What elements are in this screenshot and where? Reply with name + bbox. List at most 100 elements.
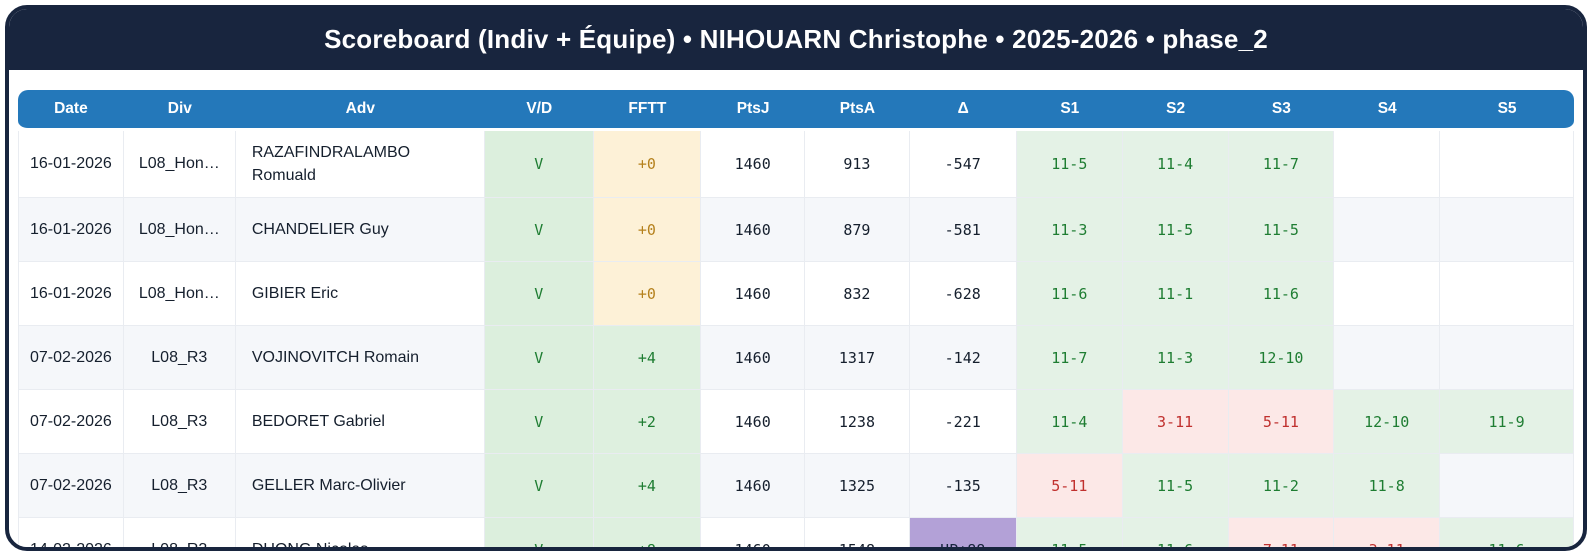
cell-adv: BEDORET Gabriel <box>235 390 485 455</box>
scoreboard-card: Scoreboard (Indiv + Équipe) • NIHOUARN C… <box>5 5 1587 551</box>
cell-set-s2: 11-5 <box>1122 198 1229 263</box>
cell-ptsj: 1460 <box>701 326 806 391</box>
cell-set-s5 <box>1440 131 1574 199</box>
cell-div: L08_R3 <box>123 390 236 455</box>
cell-set-s1: 11-7 <box>1016 326 1123 391</box>
cell-delta: -547 <box>909 131 1017 199</box>
cell-ptsj: 1460 <box>701 131 806 199</box>
title-bar: Scoreboard (Indiv + Équipe) • NIHOUARN C… <box>9 9 1583 70</box>
cell-adv: VOJINOVITCH Romain <box>235 326 485 391</box>
cell-div: L08_R3 <box>123 518 236 547</box>
cell-div: L08_Hon… <box>123 198 236 263</box>
scoreboard-table: Date Div Adv V/D FFTT PtsJ PtsA Δ S1 S2 S3 S4 S5 16-… <box>18 90 1574 547</box>
cell-set-s5 <box>1440 326 1574 391</box>
cell-date: 07-02-2026 <box>18 454 124 519</box>
cell-ptsa: 1325 <box>805 454 910 519</box>
cell-ptsa: 879 <box>805 198 910 263</box>
cell-ptsa: 1548 <box>805 518 910 547</box>
cell-ptsa: 913 <box>805 131 910 199</box>
cell-div: L08_R3 <box>123 454 236 519</box>
cell-vd: V <box>484 518 594 547</box>
cell-set-s2: 11-1 <box>1122 262 1229 327</box>
cell-set-s1: 11-5 <box>1016 518 1123 547</box>
cell-ptsa: 1238 <box>805 390 910 455</box>
cell-set-s3: 11-7 <box>1228 131 1335 199</box>
cell-vd: V <box>484 198 594 263</box>
cell-div: L08_Hon… <box>123 262 236 327</box>
cell-set-s1: 11-4 <box>1016 390 1123 455</box>
cell-set-s2: 11-5 <box>1122 454 1229 519</box>
cell-set-s2: 11-6 <box>1122 518 1229 547</box>
cell-set-s3: 11-2 <box>1228 454 1335 519</box>
col-header-fftt: FFTT <box>593 90 702 131</box>
cell-div: L08_R3 <box>123 326 236 391</box>
cell-adv: DUONG Nicolas <box>235 518 485 547</box>
cell-delta: -581 <box>909 198 1017 263</box>
col-header-ptsa: PtsA <box>805 90 910 131</box>
cell-fftt: +0 <box>593 198 702 263</box>
cell-ptsj: 1460 <box>701 390 806 455</box>
cell-date: 16-01-2026 <box>18 262 124 327</box>
col-header-s2: S2 <box>1122 90 1229 131</box>
cell-set-s5 <box>1440 262 1574 327</box>
cell-set-s4 <box>1334 326 1441 391</box>
cell-delta: -142 <box>909 326 1017 391</box>
col-header-adv: Adv <box>235 90 485 131</box>
cell-ptsa: 832 <box>805 262 910 327</box>
cell-date: 07-02-2026 <box>18 326 124 391</box>
col-header-s3: S3 <box>1228 90 1335 131</box>
table-row: 16-01-2026 L08_Hon… GIBIER Eric V +0 1460 832-… <box>18 262 1574 327</box>
cell-set-s3: 7-11 <box>1228 518 1335 547</box>
cell-fftt: +0 <box>593 262 702 327</box>
cell-set-s2: 3-11 <box>1122 390 1229 455</box>
col-header-div: Div <box>123 90 236 131</box>
cell-set-s4: 11-8 <box>1334 454 1441 519</box>
cell-set-s3: 12-10 <box>1228 326 1335 391</box>
cell-date: 16-01-2026 <box>18 198 124 263</box>
page-title: Scoreboard (Indiv + Équipe) • NIHOUARN C… <box>324 23 1268 54</box>
cell-delta: UP+88 <box>909 518 1017 547</box>
cell-set-s1: 5-11 <box>1016 454 1123 519</box>
cell-ptsj: 1460 <box>701 454 806 519</box>
cell-fftt: +4 <box>593 326 702 391</box>
cell-set-s4 <box>1334 262 1441 327</box>
cell-ptsj: 1460 <box>701 518 806 547</box>
cell-date: 14-02-2026 <box>18 518 124 547</box>
col-header-delta: Δ <box>909 90 1017 131</box>
table-container: Date Div Adv V/D FFTT PtsJ PtsA Δ S1 S2 S3 S4 S5 16-… <box>9 70 1583 547</box>
table-body: 16-01-2026 L08_Hon… RAZAFINDRALAMBO Romual… <box>18 131 1574 547</box>
cell-set-s3: 11-5 <box>1228 198 1335 263</box>
cell-date: 16-01-2026 <box>18 131 124 199</box>
table-row: 14-02-2026 L08_R3 DUONG Nicolas V +8 1460 1548… <box>18 518 1574 547</box>
cell-set-s3: 5-11 <box>1228 390 1335 455</box>
cell-delta: -135 <box>909 454 1017 519</box>
table-row: 07-02-2026 L08_R3 VOJINOVITCH Romain V +4 146… <box>18 326 1574 391</box>
cell-set-s4: 12-10 <box>1334 390 1441 455</box>
cell-set-s4 <box>1334 131 1441 199</box>
cell-set-s3: 11-6 <box>1228 262 1335 327</box>
cell-set-s4 <box>1334 198 1441 263</box>
cell-set-s2: 11-4 <box>1122 131 1229 199</box>
cell-adv: RAZAFINDRALAMBO Romuald <box>235 131 485 199</box>
cell-set-s1: 11-6 <box>1016 262 1123 327</box>
cell-set-s1: 11-3 <box>1016 198 1123 263</box>
cell-fftt: +4 <box>593 454 702 519</box>
cell-div: L08_Hon… <box>123 131 236 199</box>
cell-vd: V <box>484 131 594 199</box>
cell-set-s4: 3-11 <box>1334 518 1441 547</box>
cell-adv: CHANDELIER Guy <box>235 198 485 263</box>
col-header-s1: S1 <box>1016 90 1123 131</box>
cell-delta: -221 <box>909 390 1017 455</box>
cell-set-s5 <box>1440 198 1574 263</box>
table-row: 16-01-2026 L08_Hon… CHANDELIER Guy V +0 1460 8… <box>18 198 1574 263</box>
cell-set-s2: 11-3 <box>1122 326 1229 391</box>
col-header-date: Date <box>18 90 124 131</box>
cell-date: 07-02-2026 <box>18 390 124 455</box>
cell-vd: V <box>484 262 594 327</box>
cell-fftt: +0 <box>593 131 702 199</box>
cell-fftt: +2 <box>593 390 702 455</box>
cell-delta: -628 <box>909 262 1017 327</box>
cell-adv: GELLER Marc-Olivier <box>235 454 485 519</box>
cell-ptsj: 1460 <box>701 262 806 327</box>
table-row: 07-02-2026 L08_R3 BEDORET Gabriel V +2 1460 12… <box>18 390 1574 455</box>
